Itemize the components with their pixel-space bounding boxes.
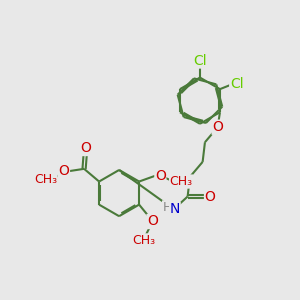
Text: O: O	[155, 169, 166, 183]
Text: O: O	[147, 214, 158, 229]
Text: N: N	[170, 202, 180, 216]
Text: CH₃: CH₃	[169, 175, 193, 188]
Text: CH₃: CH₃	[132, 234, 155, 247]
Text: CH₃: CH₃	[34, 173, 57, 186]
Text: Cl: Cl	[193, 54, 207, 68]
Text: O: O	[212, 120, 223, 134]
Text: O: O	[205, 190, 215, 203]
Text: O: O	[58, 164, 69, 178]
Text: Cl: Cl	[230, 77, 243, 91]
Text: H: H	[163, 201, 172, 214]
Text: O: O	[80, 142, 91, 155]
